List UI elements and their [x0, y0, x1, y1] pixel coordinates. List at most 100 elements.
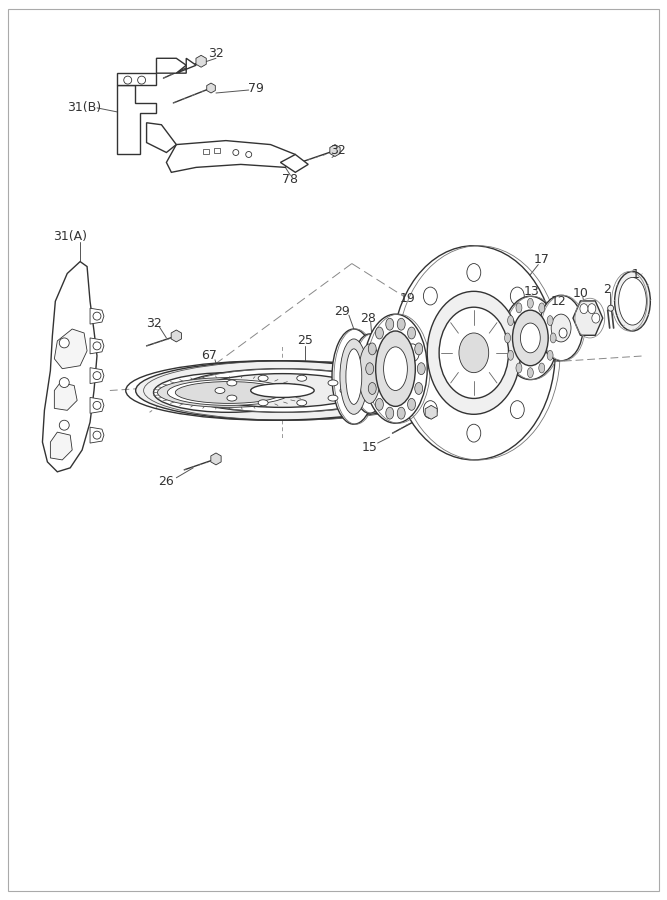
Text: 15: 15: [362, 440, 378, 454]
Polygon shape: [147, 122, 176, 152]
Polygon shape: [90, 338, 104, 354]
Ellipse shape: [215, 388, 225, 393]
Ellipse shape: [504, 333, 510, 343]
Ellipse shape: [297, 375, 307, 382]
Ellipse shape: [592, 313, 600, 323]
Polygon shape: [157, 58, 186, 73]
Ellipse shape: [520, 323, 540, 353]
Text: 32: 32: [330, 144, 346, 157]
Text: 26: 26: [159, 475, 174, 488]
Ellipse shape: [502, 296, 558, 380]
Ellipse shape: [508, 350, 514, 360]
Ellipse shape: [135, 361, 429, 420]
Ellipse shape: [528, 298, 534, 308]
Ellipse shape: [424, 400, 438, 418]
Ellipse shape: [528, 368, 534, 378]
Ellipse shape: [376, 331, 416, 407]
Ellipse shape: [539, 363, 545, 373]
Ellipse shape: [297, 400, 307, 406]
Polygon shape: [43, 262, 97, 472]
Ellipse shape: [459, 333, 489, 373]
Ellipse shape: [547, 316, 553, 326]
Circle shape: [93, 312, 101, 320]
Ellipse shape: [368, 343, 376, 355]
Polygon shape: [573, 301, 603, 336]
Ellipse shape: [340, 339, 368, 414]
Ellipse shape: [508, 316, 514, 326]
Text: 13: 13: [524, 284, 539, 298]
Circle shape: [93, 431, 101, 439]
Ellipse shape: [415, 382, 423, 394]
Text: 78: 78: [282, 173, 298, 185]
Ellipse shape: [328, 380, 338, 386]
Ellipse shape: [539, 303, 545, 313]
Ellipse shape: [408, 399, 416, 410]
Ellipse shape: [551, 314, 571, 342]
Polygon shape: [90, 308, 104, 324]
Ellipse shape: [392, 246, 555, 460]
Ellipse shape: [368, 382, 376, 394]
Ellipse shape: [510, 400, 524, 418]
Ellipse shape: [175, 382, 282, 403]
Ellipse shape: [364, 314, 427, 423]
Ellipse shape: [398, 407, 405, 419]
Polygon shape: [90, 368, 104, 383]
Polygon shape: [207, 83, 215, 93]
Text: 67: 67: [201, 349, 217, 363]
Ellipse shape: [418, 363, 426, 374]
Ellipse shape: [540, 295, 583, 361]
Circle shape: [59, 420, 69, 430]
Circle shape: [93, 372, 101, 380]
Ellipse shape: [340, 388, 350, 393]
Ellipse shape: [352, 334, 388, 413]
Ellipse shape: [580, 303, 588, 313]
Text: 2: 2: [603, 283, 611, 296]
Ellipse shape: [550, 333, 556, 343]
Polygon shape: [280, 155, 308, 172]
Ellipse shape: [408, 327, 416, 339]
Circle shape: [233, 149, 239, 156]
Ellipse shape: [376, 327, 384, 339]
Circle shape: [245, 151, 251, 158]
Ellipse shape: [547, 350, 553, 360]
Polygon shape: [51, 432, 72, 460]
Text: 31(B): 31(B): [67, 102, 101, 114]
Ellipse shape: [512, 310, 548, 365]
Ellipse shape: [251, 383, 314, 398]
Ellipse shape: [227, 380, 237, 386]
Text: 32: 32: [145, 317, 161, 329]
Circle shape: [93, 342, 101, 350]
Polygon shape: [90, 428, 104, 443]
Polygon shape: [166, 140, 295, 172]
Ellipse shape: [467, 424, 481, 442]
Ellipse shape: [366, 363, 374, 374]
Text: 1: 1: [632, 268, 640, 281]
Ellipse shape: [157, 378, 300, 408]
Ellipse shape: [386, 319, 394, 330]
Polygon shape: [425, 405, 437, 419]
Ellipse shape: [398, 319, 405, 330]
Text: 25: 25: [297, 335, 313, 347]
Ellipse shape: [376, 399, 384, 410]
Polygon shape: [54, 329, 87, 369]
Ellipse shape: [406, 344, 420, 362]
Ellipse shape: [516, 363, 522, 373]
Polygon shape: [90, 398, 104, 413]
Ellipse shape: [386, 407, 394, 419]
Ellipse shape: [427, 292, 520, 414]
Text: 28: 28: [360, 311, 376, 325]
Circle shape: [137, 76, 145, 84]
Polygon shape: [171, 330, 181, 342]
Polygon shape: [214, 148, 220, 154]
Ellipse shape: [167, 380, 290, 405]
Ellipse shape: [559, 328, 567, 338]
Circle shape: [93, 401, 101, 410]
Text: 10: 10: [573, 287, 589, 300]
Circle shape: [124, 76, 131, 84]
Ellipse shape: [359, 344, 381, 403]
Polygon shape: [196, 55, 206, 68]
Ellipse shape: [528, 344, 542, 362]
Polygon shape: [330, 145, 340, 157]
Ellipse shape: [467, 264, 481, 282]
Polygon shape: [54, 382, 77, 410]
